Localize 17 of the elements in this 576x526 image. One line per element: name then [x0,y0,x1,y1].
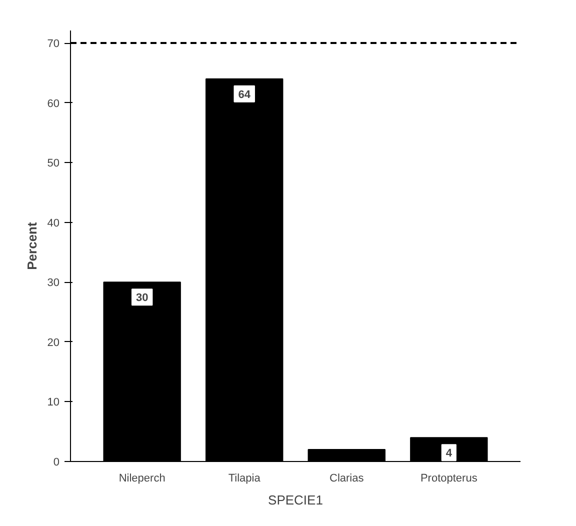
y-tick-label: 70 [47,38,60,50]
data-label: 64 [238,88,252,101]
y-tick-label: 30 [47,277,60,290]
x-tick-label: Clarias [330,472,364,484]
y-tick-label: 20 [47,336,60,349]
x-axis-title: SPECIE1 [268,492,323,508]
y-tick-label: 50 [47,158,60,170]
y-tick-label: 40 [47,217,60,230]
y-tick-label: 0 [53,456,60,468]
x-tick-label: Protopterus [420,472,478,484]
data-label: 4 [446,448,453,460]
y-tick-label: 60 [47,98,60,110]
y-tick-label: 10 [47,396,60,409]
y-axis-title: Percent [24,221,40,270]
data-label: 30 [136,292,148,304]
x-tick-label: Nileperch [118,472,166,484]
x-tick-label: Tilapia [228,472,262,484]
